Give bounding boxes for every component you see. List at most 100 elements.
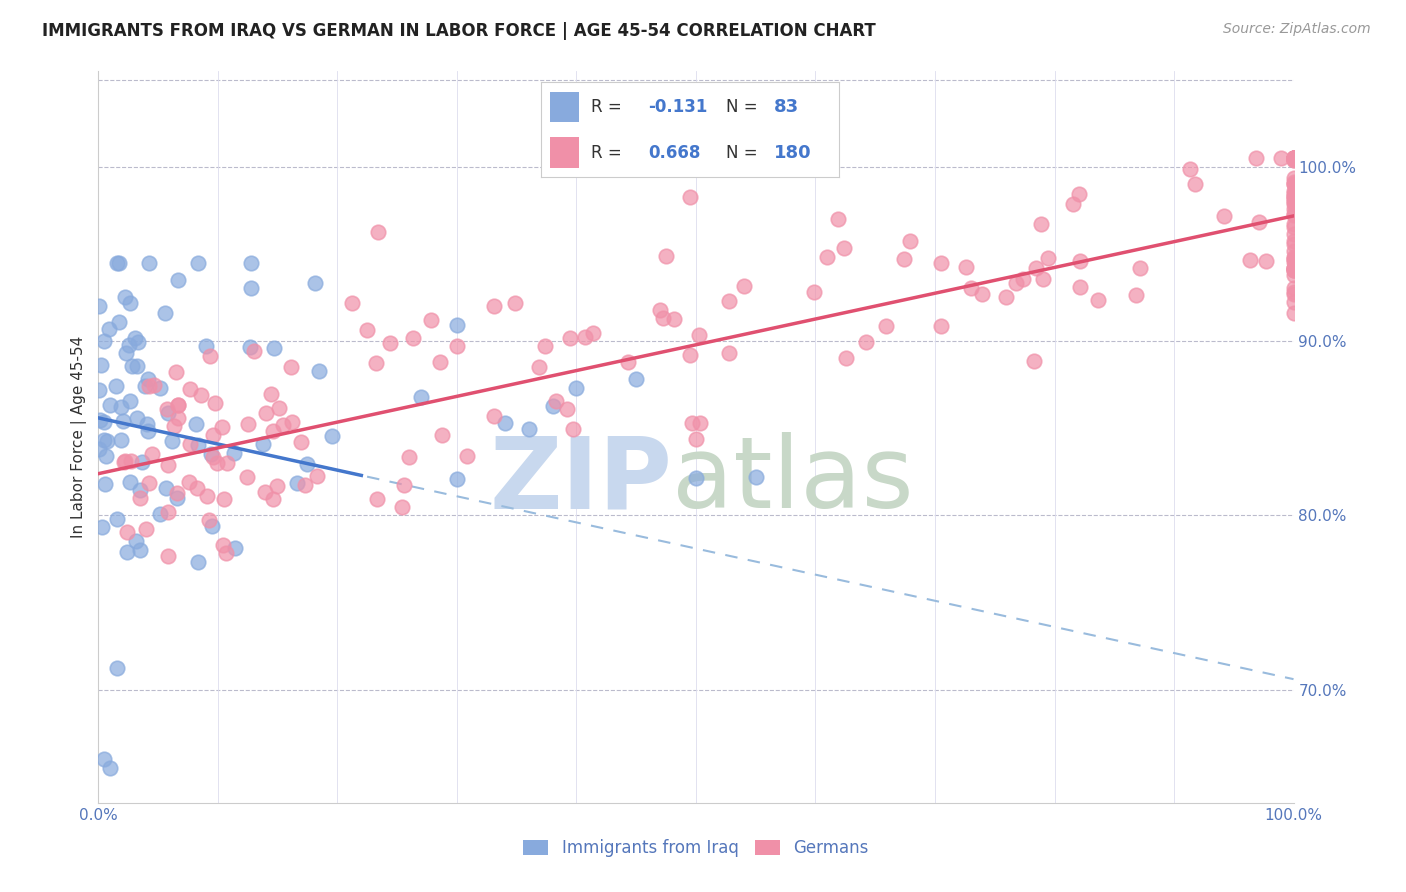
Point bbox=[254, 406, 277, 420]
Point bbox=[1282, 294, 1305, 309]
Point bbox=[1282, 152, 1305, 166]
Point bbox=[1282, 152, 1305, 166]
Point bbox=[166, 273, 188, 287]
Point bbox=[89, 383, 111, 397]
Point bbox=[112, 414, 135, 428]
Point bbox=[482, 299, 505, 313]
Point bbox=[446, 339, 468, 353]
Point bbox=[198, 513, 221, 527]
Point bbox=[281, 415, 304, 429]
Point bbox=[121, 359, 143, 374]
Point bbox=[190, 388, 212, 402]
Point bbox=[212, 491, 235, 506]
Point bbox=[1025, 261, 1047, 276]
Point bbox=[115, 545, 138, 559]
Point bbox=[689, 416, 711, 430]
Point bbox=[1282, 152, 1305, 166]
Point bbox=[1282, 152, 1305, 166]
Point bbox=[240, 281, 263, 295]
Point bbox=[253, 485, 276, 500]
Point bbox=[494, 417, 516, 431]
Point bbox=[1282, 170, 1305, 185]
Point bbox=[187, 256, 209, 270]
Point bbox=[534, 339, 557, 353]
Point bbox=[1069, 186, 1091, 201]
Point bbox=[1282, 191, 1305, 205]
Point bbox=[138, 256, 160, 270]
Point bbox=[1282, 184, 1305, 198]
Point bbox=[1282, 285, 1305, 300]
Point bbox=[267, 401, 290, 415]
Point bbox=[156, 402, 179, 417]
Point bbox=[110, 433, 132, 447]
Point bbox=[165, 366, 187, 380]
Point bbox=[120, 475, 142, 489]
Point bbox=[1282, 262, 1305, 277]
Point bbox=[446, 472, 468, 486]
Point bbox=[1031, 217, 1053, 231]
Point bbox=[398, 450, 420, 465]
Point bbox=[827, 211, 849, 226]
Point bbox=[222, 446, 245, 460]
Point bbox=[239, 256, 262, 270]
Point bbox=[875, 318, 897, 333]
Point bbox=[1282, 268, 1305, 282]
Point bbox=[1282, 153, 1305, 168]
Point bbox=[105, 512, 128, 526]
Point bbox=[90, 358, 112, 372]
Point bbox=[855, 335, 877, 350]
Point bbox=[157, 405, 180, 419]
Point bbox=[562, 422, 585, 436]
Point bbox=[110, 400, 132, 414]
Point bbox=[114, 290, 136, 304]
Text: IMMIGRANTS FROM IRAQ VS GERMAN IN LABOR FORCE | AGE 45-54 CORRELATION CHART: IMMIGRANTS FROM IRAQ VS GERMAN IN LABOR … bbox=[42, 22, 876, 40]
Point bbox=[201, 428, 224, 442]
Point bbox=[679, 189, 702, 203]
Point bbox=[1282, 306, 1305, 320]
Point bbox=[177, 475, 200, 489]
Point bbox=[266, 479, 288, 493]
Point bbox=[98, 761, 121, 775]
Point bbox=[131, 455, 153, 469]
Point bbox=[391, 500, 413, 515]
Point bbox=[1282, 287, 1305, 301]
Point bbox=[141, 447, 163, 461]
Point bbox=[260, 387, 283, 401]
Point bbox=[204, 396, 226, 410]
Point bbox=[651, 311, 673, 326]
Point bbox=[238, 417, 260, 431]
Point bbox=[93, 433, 115, 447]
Point bbox=[1062, 197, 1084, 211]
Point bbox=[263, 341, 285, 355]
Point bbox=[87, 299, 110, 313]
Point bbox=[1282, 177, 1305, 191]
Point bbox=[1282, 260, 1305, 275]
Point bbox=[94, 450, 117, 464]
Point bbox=[995, 290, 1018, 304]
Point bbox=[929, 318, 952, 333]
Point bbox=[304, 276, 326, 290]
Point bbox=[294, 478, 316, 492]
Point bbox=[364, 355, 387, 369]
Point bbox=[167, 398, 190, 412]
Point bbox=[1282, 263, 1305, 277]
Point bbox=[105, 256, 128, 270]
Point bbox=[166, 491, 188, 505]
Point bbox=[560, 331, 582, 345]
Point bbox=[135, 417, 157, 432]
Point bbox=[98, 322, 121, 336]
Point bbox=[211, 538, 233, 552]
Point bbox=[955, 260, 977, 274]
Point bbox=[201, 519, 224, 533]
Point bbox=[1012, 271, 1035, 285]
Point bbox=[93, 415, 115, 429]
Point bbox=[93, 334, 115, 348]
Point bbox=[456, 449, 478, 463]
Point bbox=[679, 348, 702, 362]
Point bbox=[224, 541, 246, 555]
Point bbox=[94, 477, 117, 491]
Point bbox=[1282, 250, 1305, 264]
Point bbox=[527, 359, 550, 374]
Point bbox=[1282, 260, 1305, 275]
Point bbox=[112, 455, 135, 469]
